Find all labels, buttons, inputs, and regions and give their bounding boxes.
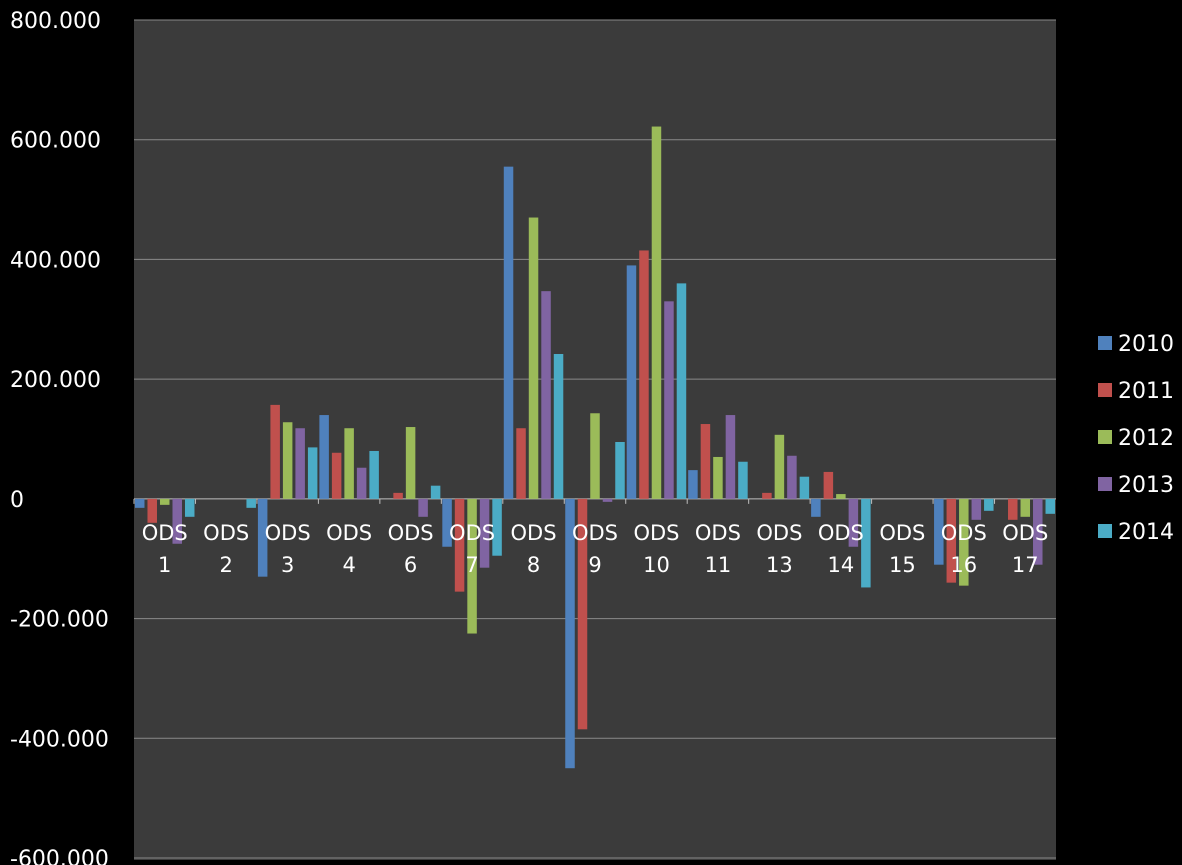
category-label-line1: ODS — [388, 521, 434, 545]
bar-2012-ODS-1 — [160, 499, 170, 505]
category-label-line2: 2 — [220, 553, 233, 577]
bar-2014-ODS-4 — [369, 451, 379, 499]
category-label-line1: ODS — [449, 521, 495, 545]
category-label-line2: 14 — [827, 553, 854, 577]
category-label-line2: 13 — [766, 553, 793, 577]
bar-2014-ODS-16 — [984, 499, 994, 511]
bar-2013-ODS-10 — [664, 301, 674, 499]
bar-2011-ODS-14 — [824, 472, 834, 499]
bar-2011-ODS-10 — [639, 250, 649, 498]
bar-2012-ODS-17 — [1021, 499, 1030, 517]
category-label-line2: 17 — [1012, 553, 1039, 577]
bar-2014-ODS-1 — [185, 499, 195, 517]
category-label-line2: 1 — [158, 553, 171, 577]
bar-2013-ODS-6 — [418, 499, 428, 517]
category-label-line1: ODS — [756, 521, 802, 545]
y-tick-label: 0 — [10, 488, 24, 513]
y-tick-label: -200.000 — [10, 608, 109, 633]
category-label-line1: ODS — [941, 521, 987, 545]
bar-2012-ODS-9 — [590, 413, 600, 499]
category-label-line1: ODS — [633, 521, 679, 545]
bar-2014-ODS-2 — [246, 499, 256, 508]
bar-2010-ODS-11 — [688, 470, 698, 499]
y-tick-label: 800.000 — [10, 9, 101, 34]
bar-2014-ODS-10 — [677, 283, 687, 498]
category-label-line2: 7 — [465, 553, 478, 577]
category-label-line2: 10 — [643, 553, 670, 577]
bar-2012-ODS-10 — [652, 127, 662, 499]
category-label-line1: ODS — [265, 521, 311, 545]
legend-swatch-2010 — [1098, 336, 1112, 350]
bar-2010-ODS-4 — [319, 415, 329, 499]
legend-swatch-2014 — [1098, 524, 1112, 538]
bar-2014-ODS-8 — [554, 354, 564, 499]
y-tick-label: -600.000 — [10, 847, 109, 865]
bar-2010-ODS-14 — [811, 499, 821, 517]
category-label-line2: 3 — [281, 553, 294, 577]
category-label-line1: ODS — [572, 521, 618, 545]
legend-swatch-2013 — [1098, 477, 1112, 491]
bar-2014-ODS-17 — [1046, 499, 1056, 514]
bar-2014-ODS-9 — [615, 442, 625, 499]
bar-2013-ODS-9 — [603, 499, 613, 502]
category-label-line1: ODS — [326, 521, 372, 545]
bar-2013-ODS-13 — [787, 456, 797, 499]
legend-label-2010: 2010 — [1118, 332, 1174, 357]
category-label-line1: ODS — [879, 521, 925, 545]
category-label-line1: ODS — [511, 521, 557, 545]
bar-2013-ODS-4 — [357, 468, 367, 499]
y-tick-label: 600.000 — [10, 129, 101, 154]
bar-2014-ODS-3 — [308, 447, 318, 498]
category-label-line1: ODS — [695, 521, 741, 545]
legend-label-2012: 2012 — [1118, 426, 1174, 451]
bar-2012-ODS-13 — [775, 435, 785, 499]
bar-2011-ODS-8 — [516, 428, 526, 499]
bar-2011-ODS-13 — [762, 493, 772, 499]
category-label-line2: 16 — [950, 553, 977, 577]
bar-2012-ODS-3 — [283, 422, 293, 499]
bar-2011-ODS-11 — [701, 424, 711, 499]
bar-2013-ODS-16 — [972, 499, 982, 520]
bar-2014-ODS-11 — [738, 462, 748, 499]
bar-2012-ODS-8 — [529, 218, 539, 499]
bar-2011-ODS-6 — [393, 493, 403, 499]
legend-label-2014: 2014 — [1118, 520, 1174, 545]
bar-2010-ODS-1 — [135, 499, 145, 508]
bar-2011-ODS-1 — [147, 499, 157, 523]
category-label-line2: 15 — [889, 553, 916, 577]
legend-swatch-2012 — [1098, 430, 1112, 444]
bar-2012-ODS-14 — [836, 494, 846, 499]
bar-2011-ODS-7 — [455, 499, 465, 592]
category-label-line2: 9 — [588, 553, 601, 577]
bar-2011-ODS-3 — [270, 405, 280, 499]
y-tick-label: 200.000 — [10, 368, 101, 393]
category-label-line2: 8 — [527, 553, 540, 577]
category-label-line1: ODS — [203, 521, 249, 545]
bar-2012-ODS-6 — [406, 427, 416, 499]
bar-2012-ODS-11 — [713, 457, 723, 499]
category-label-line1: ODS — [818, 521, 864, 545]
bar-2010-ODS-8 — [504, 167, 514, 499]
bar-2014-ODS-6 — [431, 486, 441, 499]
legend-swatch-2011 — [1098, 383, 1112, 397]
y-tick-label: -400.000 — [10, 727, 109, 752]
bar-2013-ODS-11 — [726, 415, 736, 499]
bar-2013-ODS-3 — [295, 428, 305, 499]
y-tick-label: 400.000 — [10, 248, 101, 273]
category-label-line1: ODS — [142, 521, 188, 545]
legend-label-2011: 2011 — [1118, 379, 1174, 404]
bar-2010-ODS-10 — [627, 265, 637, 498]
category-label-line2: 6 — [404, 553, 417, 577]
bar-2011-ODS-17 — [1008, 499, 1018, 520]
category-label-line2: 4 — [342, 553, 355, 577]
bar-2013-ODS-8 — [541, 291, 551, 499]
bar-2012-ODS-4 — [344, 428, 354, 499]
legend-label-2013: 2013 — [1118, 473, 1174, 498]
category-label-line1: ODS — [1002, 521, 1048, 545]
bar-2011-ODS-4 — [332, 453, 342, 499]
category-label-line2: 11 — [705, 553, 732, 577]
bar-2014-ODS-13 — [800, 477, 810, 499]
